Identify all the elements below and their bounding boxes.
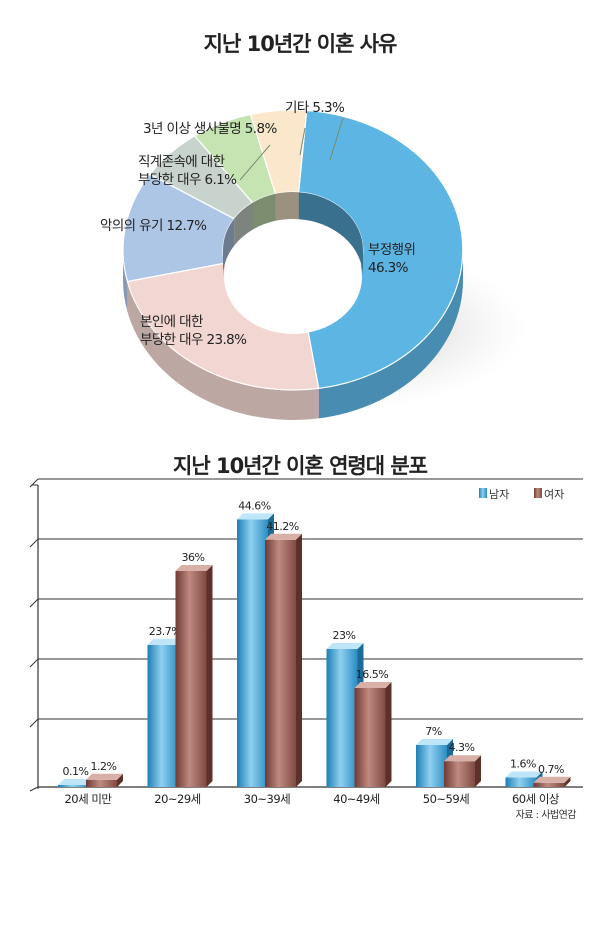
bar-top-여자-2 (265, 533, 302, 540)
bar-value-label: 7% (425, 725, 441, 738)
donut-label-line: 부당한 대우 23.8% (140, 332, 247, 348)
donut-leader-0 (239, 144, 271, 181)
donut-label-line: 악의의 유기 12.7% (100, 218, 207, 234)
bar-side-여자-2 (296, 533, 302, 787)
tick-mark-3 (29, 538, 39, 548)
bar-top-여자-0 (86, 773, 123, 780)
donut-label-line: 본인에 대한 (140, 314, 203, 330)
bar-top-남자-1 (147, 638, 185, 645)
tick-mark-2 (29, 598, 39, 608)
bar-top-여자-4 (444, 755, 481, 762)
tick-mark-base (29, 786, 39, 792)
bar-value-label: 16.5% (356, 668, 388, 681)
source-note: 자료 : 사법연감 (515, 810, 577, 821)
donut-leader-1 (299, 127, 306, 156)
donut-hole (224, 220, 362, 334)
donut-side-2 (123, 250, 128, 312)
bar-value-label: 44.6% (238, 499, 270, 512)
donut-inner-wall-3 (234, 202, 253, 246)
bar-value-label: 36% (182, 551, 205, 564)
bar-top-남자-5 (505, 771, 543, 778)
bar-value-label: 23.7% (149, 625, 181, 638)
donut-inner-wall-0 (298, 192, 363, 277)
bar-value-label: 4.3% (449, 741, 475, 754)
donut-label-line: 기타 5.3% (285, 100, 345, 116)
bar-value-label: 1.2% (91, 760, 117, 773)
bar-side-여자-1 (206, 565, 213, 787)
donut-label-line: 직계존속에 대한 (138, 154, 225, 170)
bar-남자-5 (505, 777, 537, 787)
donut-label-4: 3년 이상 생사불명 5.8% (143, 120, 277, 138)
bar-여자-0 (86, 779, 117, 787)
tick-mark-4 (29, 478, 39, 488)
bar-value-label: 0.7% (538, 763, 564, 776)
bar-side-여자-5 (564, 776, 571, 787)
bar-top-여자-3 (354, 682, 392, 688)
bar-top-남자-4 (416, 739, 453, 745)
bar-top-남자-0 (58, 779, 95, 785)
x-tick-label: 20세 미만 (64, 792, 112, 806)
donut-side-1 (127, 281, 319, 421)
bar-value-label: 23% (333, 629, 356, 642)
bar-top-여자-1 (175, 565, 213, 571)
x-tick-label: 50~59세 (423, 792, 469, 806)
bar-남자-0 (58, 785, 89, 787)
tick-mark-0 (29, 718, 39, 728)
bar-top-여자-5 (533, 776, 571, 783)
donut-inner-wall-2 (223, 218, 235, 277)
donut-label-line: 부정행위 (368, 242, 416, 258)
bar-top-남자-3 (326, 643, 364, 649)
donut-leader-2 (329, 117, 344, 161)
legend-swatch-0 (479, 488, 487, 498)
bar-여자-1 (175, 571, 207, 787)
bar-side-여자-3 (385, 682, 392, 787)
legend-label-0: 남자 (489, 488, 509, 501)
bar-chart-title: 지난 10년간 이혼 연령대 분포 (173, 454, 428, 478)
bar-side-여자-0 (117, 773, 123, 787)
bar-남자-1 (147, 644, 179, 787)
x-tick-label: 30~39세 (244, 792, 290, 806)
x-tick-label: 40~49세 (333, 792, 379, 806)
donut-label-5: 기타 5.3% (285, 99, 345, 117)
bar-value-label: 0.1% (63, 765, 89, 778)
x-tick-label: 60세 이상 (512, 792, 560, 806)
donut-inner-wall-4 (252, 193, 276, 230)
donut-label-2: 악의의 유기 12.7% (100, 217, 207, 235)
x-tick-label: 20~29세 (154, 792, 200, 806)
bar-여자-4 (444, 761, 475, 787)
bar-여자-3 (354, 688, 386, 787)
donut-label-line: 부당한 대우 6.1% (138, 172, 237, 188)
donut-label-0: 부정행위 46.3% (368, 241, 416, 277)
bar-여자-2 (265, 539, 296, 787)
bar-top-남자-2 (237, 513, 274, 520)
donut-inner-wall-5 (275, 192, 299, 221)
bar-value-label: 41.2% (266, 520, 298, 533)
donut-label-line: 46.3% (368, 260, 408, 276)
bar-남자-2 (237, 519, 268, 787)
tick-mark-1 (29, 658, 39, 668)
donut-side-0 (318, 250, 464, 419)
legend-swatch-1 (534, 488, 542, 498)
bar-남자-4 (416, 745, 447, 787)
bar-남자-3 (326, 649, 358, 787)
bar-value-label: 1.6% (510, 757, 536, 770)
donut-label-line: 3년 이상 생사불명 5.8% (143, 121, 277, 137)
legend-label-1: 여자 (544, 488, 564, 501)
bar-여자-5 (533, 782, 565, 787)
bar-side-여자-4 (475, 755, 481, 787)
donut-chart-title: 지난 10년간 이혼 사유 (203, 32, 398, 56)
